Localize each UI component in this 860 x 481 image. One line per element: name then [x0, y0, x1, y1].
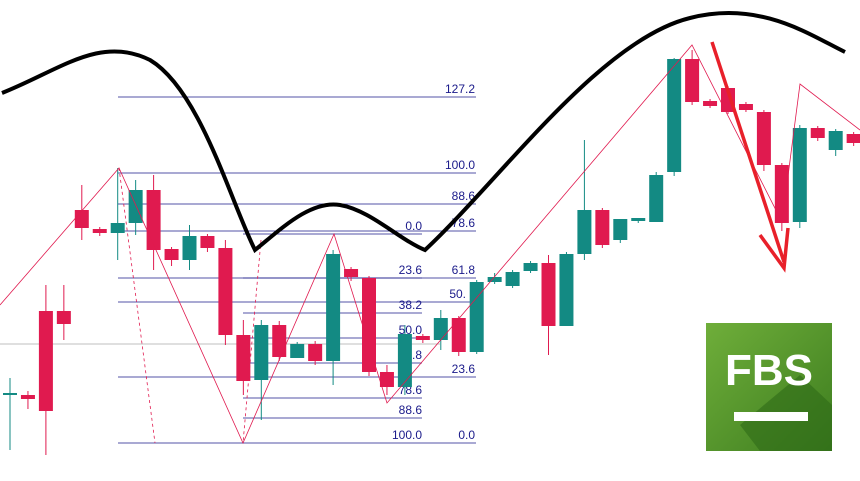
fib-label: 100.0	[445, 158, 475, 172]
candle-body	[182, 236, 197, 260]
candle-body	[559, 254, 574, 326]
candle-body	[254, 325, 269, 380]
candle-body	[774, 165, 789, 223]
candle-body	[631, 218, 646, 221]
candle-body	[451, 318, 466, 352]
candle-body	[326, 254, 341, 361]
candle-body	[595, 210, 610, 245]
candle-body	[128, 190, 143, 223]
candle-body	[397, 334, 412, 387]
fib-label: 23.6	[399, 263, 423, 277]
candle-body	[469, 282, 484, 352]
candle-body	[362, 278, 376, 372]
candle-body	[415, 336, 430, 340]
candle-body	[146, 190, 161, 250]
candle-body	[164, 249, 179, 260]
fib-label: 0.0	[405, 219, 422, 233]
candle-body	[200, 236, 215, 248]
candle-body	[218, 248, 233, 335]
candle-body	[290, 344, 305, 358]
candle-body	[505, 272, 520, 286]
fib-label: 61.8	[452, 263, 476, 277]
candle-body	[74, 210, 89, 228]
zigzag	[0, 44, 860, 444]
candle-body	[38, 311, 53, 411]
fib-label: 23.6	[452, 362, 476, 376]
arrow-head	[758, 227, 790, 273]
candle-body	[613, 219, 628, 240]
fib-label: 100.0	[392, 428, 422, 442]
candle-body	[308, 344, 323, 361]
candle-body	[20, 395, 35, 399]
logo-text: FBS	[725, 346, 813, 395]
fib-label: 88.6	[452, 189, 476, 203]
candle-body	[3, 393, 17, 395]
arrow	[710, 41, 786, 263]
fib-label: 88.6	[399, 403, 423, 417]
candle-body	[649, 175, 664, 222]
candle-body	[344, 269, 359, 277]
candle-body	[110, 223, 125, 233]
candle-body	[828, 131, 843, 150]
candle-body	[810, 128, 825, 138]
fib-label: 50.	[449, 287, 466, 301]
candle-body	[236, 335, 251, 381]
candle-body	[846, 134, 860, 143]
candle-body	[667, 59, 682, 172]
logo: FBS	[706, 323, 832, 451]
candle-body	[541, 263, 556, 326]
candle-body	[792, 128, 807, 222]
candle-body	[433, 318, 448, 340]
zigzag-dash	[242, 239, 262, 444]
candle-body	[272, 325, 287, 357]
candle-body	[577, 210, 592, 254]
candle-body	[523, 263, 538, 271]
candle-body	[92, 229, 107, 233]
candle-body	[738, 104, 753, 110]
fib-label: 38.2	[399, 298, 423, 312]
fib-label: 0.0	[458, 428, 475, 442]
candle-body	[756, 112, 771, 165]
candle-body	[703, 101, 718, 106]
zigzag-dash	[118, 167, 156, 444]
logo-bar	[734, 412, 808, 421]
head-shoulders-curve	[1, 11, 846, 254]
candle-body	[379, 372, 394, 387]
fib-label: 127.2	[445, 82, 475, 96]
candle-body	[685, 59, 700, 102]
candles	[3, 50, 860, 455]
candle-body	[487, 277, 502, 282]
candle-body	[56, 311, 71, 324]
